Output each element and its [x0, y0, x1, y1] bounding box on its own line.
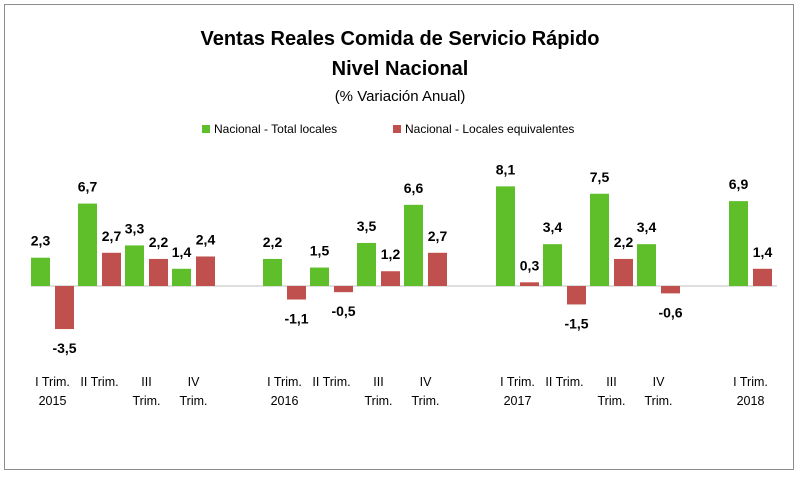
bar-series1-1	[102, 252, 121, 286]
x-tick-label-1-line0: II Trim.	[80, 375, 118, 389]
x-tick-label-12-line1: 2018	[737, 394, 765, 408]
chart-title: Ventas Reales Comida de Servicio Rápido	[200, 28, 599, 50]
bar-series0-4	[263, 258, 282, 286]
legend: Nacional - Total locales Nacional - Loca…	[202, 122, 574, 136]
value-labels-group: 2,3-3,56,72,7 3,32,21,42,4 2,2-1,11,5-0,53…	[31, 161, 773, 356]
legend-swatch-locales-equivalentes	[393, 125, 401, 133]
bar-series0-10	[590, 193, 609, 286]
x-tick-label-11-line0: IV	[653, 375, 665, 389]
bar-series0-7	[404, 204, 423, 286]
value-label-series1-2: 2,2	[149, 234, 169, 250]
chart-frame: Ventas Reales Comida de Servicio Rápido …	[4, 4, 794, 470]
value-label-series0-10: 7,5	[590, 169, 610, 185]
value-label-series1-1: 2,7	[102, 228, 122, 244]
value-label-series0-4: 2,2	[263, 234, 283, 250]
x-tick-label-5-line0: II Trim.	[312, 375, 350, 389]
bar-series1-2	[149, 258, 168, 286]
x-tick-label-6-line0: III	[373, 375, 383, 389]
x-tick-label-3-line0: IV	[188, 375, 200, 389]
x-tick-label-2-line0: III	[141, 375, 151, 389]
chart-svg: Ventas Reales Comida de Servicio Rápido …	[31, 28, 777, 408]
value-label-series1-7: 2,7	[428, 228, 448, 244]
bar-series0-8	[496, 186, 515, 286]
value-label-series1-6: 1,2	[381, 246, 401, 262]
value-label-series1-9: -1,5	[564, 315, 588, 331]
value-label-series1-8: 0,3	[520, 257, 540, 273]
value-label-series1-4: -1,1	[284, 311, 308, 327]
bar-series1-6	[381, 271, 400, 286]
value-label-series1-11: -0,6	[658, 304, 682, 320]
bar-series0-9	[543, 244, 562, 286]
bar-series0-2	[125, 245, 144, 286]
bar-series1-3	[196, 256, 215, 286]
chart-unit-label: (% Variación Anual)	[335, 88, 466, 105]
bar-series1-4	[287, 286, 306, 300]
value-label-series1-5: -0,5	[331, 303, 355, 319]
x-tick-label-7-line1: Trim.	[412, 394, 440, 408]
x-tick-label-12-line0: I Trim.	[733, 375, 768, 389]
value-label-series0-6: 3,5	[357, 218, 377, 234]
value-label-series0-12: 6,9	[729, 176, 749, 192]
bar-series0-6	[357, 242, 376, 286]
value-label-series1-3: 2,4	[196, 231, 216, 247]
value-label-series0-9: 3,4	[543, 219, 563, 235]
value-label-series1-12: 1,4	[753, 244, 773, 260]
x-tick-label-8-line1: 2017	[504, 394, 532, 408]
bars-group	[31, 186, 772, 330]
x-tick-label-4-line0: I Trim.	[267, 375, 302, 389]
bar-series1-10	[614, 258, 633, 286]
bar-series0-12	[729, 201, 748, 286]
bar-series0-11	[637, 244, 656, 286]
value-label-series0-0: 2,3	[31, 233, 51, 249]
legend-label-locales-equivalentes: Nacional - Locales equivalentes	[405, 122, 574, 136]
x-tick-label-4-line1: 2016	[271, 394, 299, 408]
chart-subtitle: Nivel Nacional	[332, 58, 469, 80]
value-label-series1-0: -3,5	[52, 340, 76, 356]
bar-series1-11	[661, 286, 680, 294]
bar-series0-5	[310, 267, 329, 286]
bar-series1-5	[334, 286, 353, 293]
x-tick-label-3-line1: Trim.	[180, 394, 208, 408]
x-tick-label-9-line0: II Trim.	[545, 375, 583, 389]
value-label-series0-3: 1,4	[172, 244, 192, 260]
x-tick-label-6-line1: Trim.	[365, 394, 393, 408]
value-label-series0-11: 3,4	[637, 219, 657, 235]
legend-label-total-locales: Nacional - Total locales	[214, 122, 337, 136]
value-label-series0-8: 8,1	[496, 161, 516, 177]
x-tick-label-0-line1: 2015	[39, 394, 67, 408]
bar-series0-1	[78, 203, 97, 286]
x-tick-label-8-line0: I Trim.	[500, 375, 535, 389]
value-label-series0-2: 3,3	[125, 220, 145, 236]
x-tick-label-10-line0: III	[606, 375, 616, 389]
bar-series0-3	[172, 268, 191, 286]
value-label-series0-1: 6,7	[78, 179, 98, 195]
x-tick-label-7-line0: IV	[420, 375, 432, 389]
bar-series1-0	[55, 286, 74, 330]
value-label-series1-10: 2,2	[614, 234, 634, 250]
x-tick-labels-group: I Trim. 2015 II Trim. III Trim. IV Trim. I Trim…	[35, 375, 768, 408]
value-label-series0-5: 1,5	[310, 243, 330, 259]
bar-series1-9	[567, 286, 586, 305]
bar-series1-12	[753, 268, 772, 286]
legend-swatch-total-locales	[202, 125, 210, 133]
x-tick-label-11-line1: Trim.	[645, 394, 673, 408]
x-tick-label-0-line0: I Trim.	[35, 375, 70, 389]
x-tick-label-10-line1: Trim.	[598, 394, 626, 408]
bar-series1-8	[520, 282, 539, 286]
value-label-series0-7: 6,6	[404, 180, 424, 196]
bar-series0-0	[31, 257, 50, 286]
x-tick-label-2-line1: Trim.	[133, 394, 161, 408]
bar-series1-7	[428, 252, 447, 286]
